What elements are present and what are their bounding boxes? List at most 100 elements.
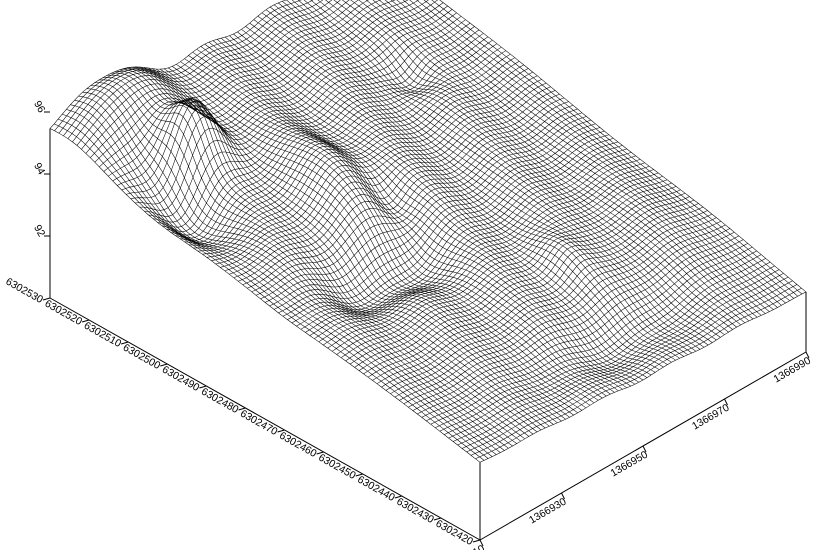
mesh-line-x (384, 0, 774, 310)
mesh-line-x (396, 0, 782, 306)
mesh-line-x (90, 85, 521, 442)
mesh-line-x (372, 0, 766, 314)
mesh-line-x (49, 128, 481, 463)
mesh-line-x (123, 68, 554, 425)
mesh-line-x (139, 66, 570, 418)
mesh-line-x (310, 0, 733, 330)
y-tick-mark (355, 473, 363, 477)
mesh-line-y (255, 112, 583, 296)
mesh-line-x (278, 2, 709, 346)
y-tick-mark (199, 385, 207, 389)
mesh-line-x (245, 26, 676, 361)
y-tick-label: 6302480 (199, 386, 241, 417)
y-axis-line (49, 297, 481, 541)
mesh-line-x (94, 82, 525, 440)
mesh-line-x (286, 0, 717, 341)
y-tick-label: 6302520 (43, 298, 85, 329)
mesh-line-x (204, 43, 636, 385)
mesh-line-y (358, 192, 686, 371)
mesh-line-x (111, 72, 542, 431)
mesh-line-x (390, 0, 778, 308)
mesh-line-x (249, 22, 680, 359)
y-tick-mark (81, 319, 90, 323)
mesh-line-x (261, 12, 693, 354)
y-tick-mark (160, 363, 168, 367)
mesh-line-x (196, 48, 627, 388)
mesh-line-x (253, 19, 684, 357)
mesh-line-x (431, 0, 803, 295)
mesh-line-y (152, 29, 480, 228)
mesh-line-x (273, 4, 705, 348)
z-tick-label: 94 (31, 161, 47, 177)
mesh-line-x (119, 69, 550, 427)
y-tick-label: 6302440 (355, 474, 397, 505)
y-tick-label: 6302450 (316, 452, 358, 483)
mesh-line-y (354, 189, 681, 368)
surface-mesh (49, 0, 807, 463)
mesh-line-x (135, 66, 566, 420)
mesh-line-x (291, 0, 721, 338)
mesh-line-x (229, 35, 660, 370)
mesh-line-x (237, 31, 668, 365)
mesh-line-x (98, 79, 530, 437)
mesh-line-x (317, 0, 737, 328)
mesh-line-x (102, 77, 534, 435)
mesh-line-x (86, 88, 517, 444)
mesh-line-y (305, 152, 632, 333)
mesh-line-x (409, 0, 790, 301)
mesh-line-x (341, 0, 750, 322)
mesh-line-x (350, 0, 754, 320)
mesh-line-x (402, 0, 786, 304)
y-tick-label: 6302430 (394, 496, 436, 527)
mesh-line-x (163, 68, 595, 404)
mesh-line-x (188, 55, 619, 392)
mesh-line-x (192, 51, 623, 390)
mesh-line-y (81, 0, 359, 150)
mesh-line-x (180, 61, 611, 395)
y-tick-mark (277, 429, 285, 433)
mesh-line-x (416, 0, 794, 299)
x-tick-mark (479, 539, 484, 547)
x-tick-label: 1366950 (608, 449, 650, 480)
mesh-line-x (57, 118, 489, 459)
y-tick-mark (316, 451, 324, 455)
mesh-line-x (172, 66, 603, 399)
mesh-line-x (147, 67, 578, 414)
mesh-line-x (184, 58, 615, 393)
mesh-line-y (439, 258, 766, 432)
x-tick-label: 1366970 (690, 402, 732, 433)
mesh-line-x (127, 67, 558, 424)
mesh-line-y (435, 254, 762, 428)
mesh-line-x (155, 68, 587, 409)
mesh-line-x (439, 0, 807, 293)
mesh-line-x (168, 67, 599, 401)
mesh-line-x (212, 40, 644, 381)
mesh-line-x (200, 46, 631, 387)
mesh-line-x (208, 41, 640, 383)
y-tick-label: 6302510 (82, 320, 124, 351)
y-tick-label: 6302500 (121, 342, 163, 373)
y-tick-mark (121, 341, 129, 345)
mesh-line-y (417, 239, 744, 415)
y-tick-label: 6302470 (238, 408, 280, 439)
mesh-line-y (112, 0, 439, 182)
y-tick-label: 6302420 (434, 518, 476, 549)
mesh-line-x (325, 0, 741, 326)
mesh-line-y (238, 97, 565, 282)
mesh-line-y (381, 210, 708, 388)
z-tick-label: 92 (31, 223, 47, 239)
mesh-line-x (423, 0, 798, 297)
y-tick-label: 6302460 (277, 430, 319, 461)
y-tick-mark (433, 517, 442, 521)
y-tick-mark (238, 407, 246, 411)
mesh-line-x (221, 37, 652, 376)
mesh-line-x (241, 29, 672, 363)
y-tick-mark (472, 539, 481, 543)
mesh-line-x (378, 0, 770, 312)
x-tick-mark (805, 351, 810, 359)
y-tick-mark (42, 297, 51, 301)
mesh-line-x (106, 74, 538, 433)
mesh-line-y (63, 0, 324, 136)
y-tick-mark (394, 495, 402, 499)
mesh-line-x (74, 100, 505, 451)
